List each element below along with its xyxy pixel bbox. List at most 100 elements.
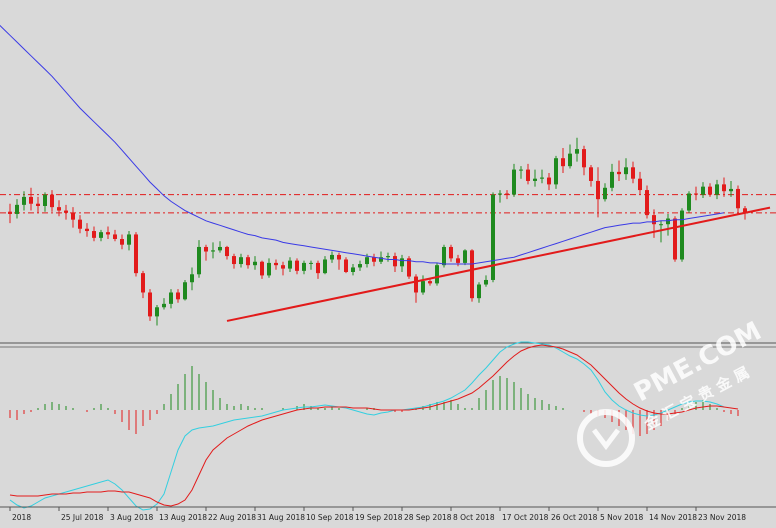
candle-body (211, 250, 215, 252)
candle-body (554, 158, 558, 185)
x-tick-label: 17 Oct 2018 (502, 513, 549, 522)
x-tick-label: 19 Sep 2018 (355, 513, 403, 522)
candle-body (666, 218, 670, 225)
candle-body (582, 149, 586, 168)
candle-body (617, 171, 621, 175)
candle-body (659, 224, 663, 226)
candle-body (428, 281, 432, 284)
candle-body (603, 187, 607, 200)
x-tick-label: 14 Nov 2018 (649, 513, 697, 522)
candle-body (8, 211, 12, 214)
candle-body (323, 259, 327, 274)
candle-body (92, 231, 96, 238)
candle-body (309, 262, 313, 264)
candle-body (232, 256, 236, 265)
candle-body (393, 256, 397, 267)
candle-body (533, 178, 537, 181)
candle-body (435, 265, 439, 284)
candle-body (183, 282, 187, 300)
x-tick-label: 22 Aug 2018 (208, 513, 256, 522)
candle-body (638, 178, 642, 191)
candle-body (169, 292, 173, 304)
x-tick-label: 13 Aug 2018 (159, 513, 207, 522)
candle-body (505, 193, 509, 195)
candle-body (449, 246, 453, 259)
candle-body (407, 258, 411, 277)
x-tick-label: 3 Aug 2018 (110, 513, 153, 522)
candle-body (365, 257, 369, 265)
candle-body (204, 246, 208, 252)
candle-body (729, 188, 733, 192)
candle-body (99, 232, 103, 238)
x-tick-label: 31 Aug 2018 (257, 513, 305, 522)
candle-body (386, 256, 390, 258)
candle-body (43, 194, 47, 206)
candle-body (624, 167, 628, 175)
watermark-logo-icon (577, 409, 635, 467)
candle-body (162, 303, 166, 308)
candle-body (155, 307, 159, 317)
candle-body (106, 232, 110, 235)
candle-body (351, 267, 355, 272)
candle-body (463, 250, 467, 263)
candle-body (127, 234, 131, 245)
candle-body (50, 194, 54, 208)
candle-body (722, 184, 726, 192)
x-tick-label: 28 Sep 2018 (404, 513, 452, 522)
candle-body (701, 186, 705, 195)
candle-body (498, 193, 502, 195)
candle-body (414, 276, 418, 293)
candle-body (281, 265, 285, 269)
candle-body (442, 246, 446, 266)
candle-body (715, 184, 719, 195)
candle-body (141, 273, 145, 293)
candle-body (610, 171, 614, 188)
candle-body (687, 193, 691, 211)
candle-body (274, 262, 278, 266)
candle-body (631, 167, 635, 179)
x-tick-label: 26 Oct 2018 (551, 513, 598, 522)
candle-body (372, 257, 376, 262)
candle-body (561, 158, 565, 167)
candle-body (743, 208, 747, 213)
candle-body (645, 190, 649, 216)
moving-average-line (0, 24, 725, 265)
candle-body (36, 203, 40, 206)
candle-body (267, 262, 271, 276)
x-axis: 2018 25 Jul 2018 3 Aug 2018 13 Aug 2018 22 A… (9, 507, 746, 522)
candle-body (225, 246, 229, 257)
candle-body (239, 257, 243, 265)
x-tick-label: 23 Nov 2018 (698, 513, 746, 522)
price-panel (0, 24, 776, 326)
candle-body (176, 292, 180, 300)
signal-line (9, 344, 739, 507)
candle-body (218, 246, 222, 251)
x-tick-label: 5 Nov 2018 (600, 513, 643, 522)
candle-body (421, 281, 425, 293)
candle-body (85, 228, 89, 232)
fast-line (9, 341, 725, 511)
candle-body (148, 292, 152, 317)
candle-body (295, 260, 299, 271)
candle-body (330, 254, 334, 260)
candle-body (316, 262, 320, 274)
candle-body (470, 250, 474, 299)
x-tick-label: 25 Jul 2018 (61, 513, 104, 522)
candle-body (477, 284, 481, 299)
candle-body (680, 210, 684, 260)
candle-body (379, 257, 383, 262)
candle-body (120, 239, 124, 245)
candle-body (253, 261, 257, 266)
candle-body (78, 219, 82, 229)
candle-body (540, 177, 544, 179)
candle-body (344, 259, 348, 272)
candle-body (400, 258, 404, 267)
candle-body (246, 257, 250, 266)
candle-body (64, 210, 68, 213)
candle-body (57, 207, 61, 211)
candle-body (519, 169, 523, 171)
x-tick-label: 8 Oct 2018 (453, 513, 495, 522)
candle-body (491, 194, 495, 280)
candle-body (260, 261, 264, 276)
